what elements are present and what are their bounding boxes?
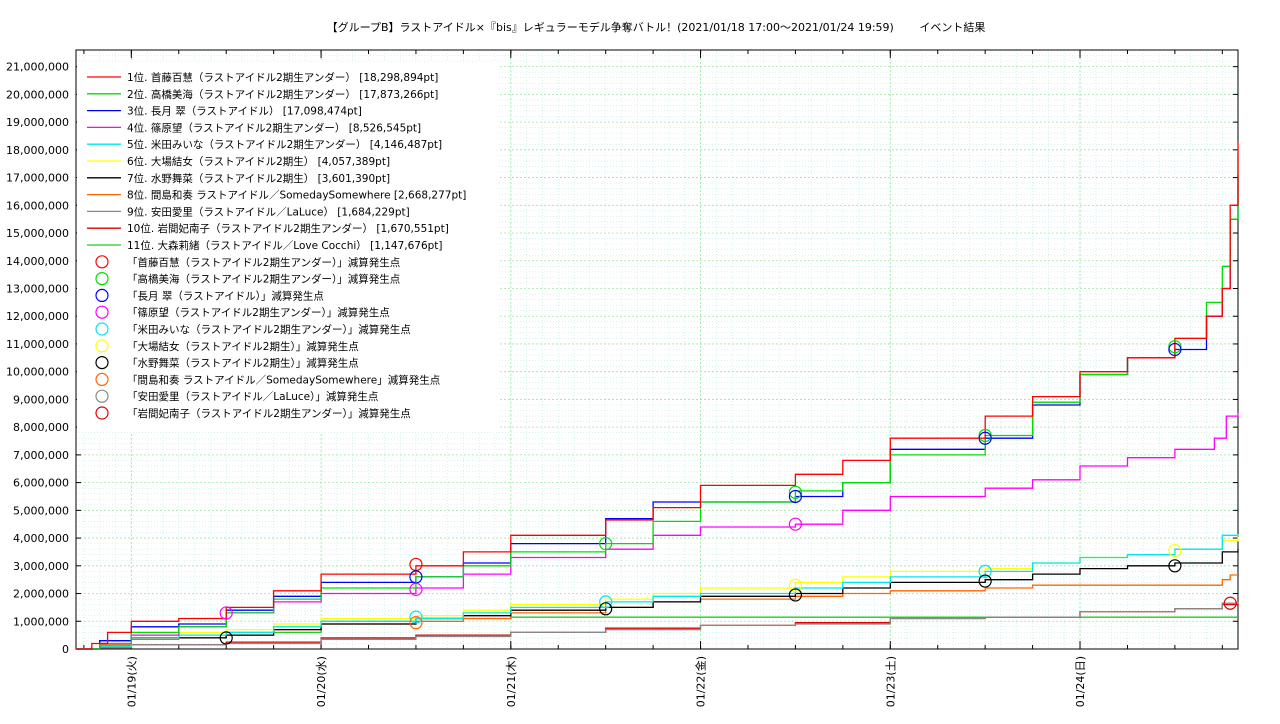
series-line-9 xyxy=(76,602,1239,650)
legend-marker-label-3: 「長月 翠（ラストアイドル）」減算発生点 xyxy=(127,289,324,302)
decrease-point-marker xyxy=(978,428,992,443)
legend-marker-2 xyxy=(95,272,109,286)
decrease-point-marker xyxy=(409,582,423,596)
axes: 0 1,000,000 2,000,000 3,000,000 4,000,000 5,0… xyxy=(6,49,1239,707)
y-tick-label: 2,000,000 xyxy=(13,588,69,601)
x-tick-label: 01/20(水) xyxy=(315,656,328,707)
y-tick-label: 18,000,000 xyxy=(6,144,69,157)
y-tick-label: 5,000,000 xyxy=(13,504,69,517)
y-tick-label: 11,000,000 xyxy=(6,338,69,351)
legend-label-4: 4位. 篠原望（ラストアイドル2期生アンダー） [8,526,545pt] xyxy=(127,121,421,134)
legend-box xyxy=(77,62,499,432)
y-tick-label: 7,000,000 xyxy=(13,449,69,462)
decrease-point-marker xyxy=(788,517,803,531)
x-tick-label: 01/19(火) xyxy=(125,656,138,707)
legend-label-2: 2位. 高橋美海（ラストアイドル2期生アンダー） [17,873,266pt] xyxy=(127,88,438,101)
legend-marker-label-10: 「岩間妃南子（ラストアイドル2期生アンダー）」減算発生点 xyxy=(127,407,411,420)
decrease-point-marker xyxy=(1223,596,1237,610)
legend-marker-label-2: 「高橋美海（ラストアイドル2期生アンダー）」減算発生点 xyxy=(127,273,400,286)
decrease-point-marker xyxy=(788,578,803,592)
series-line-11 xyxy=(76,616,1238,650)
decrease-point-marker xyxy=(788,588,803,602)
legend-label-8: 8位. 間島和奏 ラストアイドル／SomedaySomewhere [2,668… xyxy=(127,189,466,202)
y-tick-label: 12,000,000 xyxy=(6,310,69,323)
chart-title: 【グループB】ラストアイドル×『bis』レギュラーモデル争奪バトル！(2021/… xyxy=(327,20,986,34)
decrease-point-marker xyxy=(1168,543,1182,558)
legend-label-9: 9位. 安田愛里（ラストアイドル／LaLuce） [1,684,229pt] xyxy=(127,205,410,218)
decrease-point-marker xyxy=(1168,340,1182,354)
y-tick-label: 21,000,000 xyxy=(6,61,69,74)
y-tick-label: 19,000,000 xyxy=(6,116,69,129)
legend-marker-label-1: 「首藤百慧（ラストアイドル2期生アンダー）」減算発生点 xyxy=(127,256,400,269)
y-tick-label: 15,000,000 xyxy=(6,227,69,240)
legend-label-1: 1位. 首藤百慧（ラストアイドル2期生アンダー） [18,298,894pt] xyxy=(127,71,438,84)
y-tick-label: 8,000,000 xyxy=(13,421,69,434)
y-tick-label: 16,000,000 xyxy=(6,199,69,212)
legend-label-10: 10位. 岩間妃南子（ラストアイドル2期生アンダー） [1,670,551pt] xyxy=(127,222,449,235)
y-tick-label: 1,000,000 xyxy=(13,615,69,628)
legend-marker-label-5: 「米田みいな（ラストアイドル2期生アンダー）」減算発生点 xyxy=(127,323,411,336)
decrease-point-marker xyxy=(788,485,803,499)
y-tick-label: 14,000,000 xyxy=(6,255,69,268)
legend-label-3: 3位. 長月 翠（ラストアイドル） [17,098,474pt] xyxy=(127,105,362,118)
y-tick-label: 17,000,000 xyxy=(6,172,69,185)
legend-marker-label-9: 「安田愛里（ラストアイドル／LaLuce）」減算発生点 xyxy=(127,390,378,403)
decrease-point-marker xyxy=(599,537,613,551)
decrease-point-marker xyxy=(219,631,233,645)
decrease-point-marker xyxy=(409,610,423,624)
legend-marker-label-7: 「水野舞菜（ラストアイドル2期生）」減算発生点 xyxy=(127,357,359,370)
legend-marker-6 xyxy=(95,339,109,353)
series-line-5 xyxy=(76,534,1239,650)
legend-marker-1 xyxy=(95,255,109,269)
y-tick-label: 13,000,000 xyxy=(6,282,69,295)
y-tick-label: 10,000,000 xyxy=(6,366,69,379)
x-tick-label: 01/24(日) xyxy=(1074,656,1087,707)
legend-marker-8 xyxy=(95,372,109,386)
y-tick-label: 4,000,000 xyxy=(13,532,69,545)
decrease-point-marker xyxy=(978,574,992,588)
decrease-point-markers xyxy=(219,340,1237,645)
y-tick-label: 0 xyxy=(62,643,69,656)
decrease-point-marker xyxy=(219,606,233,620)
legend-marker-4 xyxy=(95,305,109,319)
legend-label-11: 11位. 大森莉緒（ラストアイドル／Love Cocchi） [1,147,67… xyxy=(127,239,443,252)
decrease-point-marker xyxy=(1168,559,1182,573)
legend-marker-5 xyxy=(95,322,109,336)
x-tick-label: 01/22(金) xyxy=(694,656,708,707)
y-tick-label: 3,000,000 xyxy=(13,560,69,573)
y-tick-label: 6,000,000 xyxy=(13,477,69,490)
y-tick-label: 9,000,000 xyxy=(13,393,69,406)
decrease-point-marker xyxy=(978,564,992,578)
series-lines xyxy=(76,141,1239,650)
decrease-point-marker xyxy=(788,489,803,504)
x-tick-label: 01/23(土) xyxy=(884,656,897,707)
legend-label-5: 5位. 米田みいな（ラストアイドル2期生アンダー） [4,146,487pt] xyxy=(127,138,442,151)
legend-marker-10 xyxy=(95,406,109,420)
legend: 1位. 首藤百慧（ラストアイドル2期生アンダー） [18,298,894pt] 2… xyxy=(77,62,499,432)
legend-marker-label-6: 「大場結女（ラストアイドル2期生）」減算発生点 xyxy=(127,340,359,353)
y-tick-label: 20,000,000 xyxy=(6,88,69,101)
decrease-point-marker xyxy=(978,431,992,445)
decrease-point-marker xyxy=(599,602,613,616)
decrease-point-marker xyxy=(599,595,613,609)
legend-marker-3 xyxy=(95,288,109,302)
decrease-point-marker xyxy=(409,616,423,630)
legend-label-7: 7位. 水野舞菜（ラストアイドル2期生） [3,601,390pt] xyxy=(127,172,390,185)
legend-marker-7 xyxy=(95,356,109,370)
legend-marker-label-8: 「間島和奏 ラストアイドル／SomedaySomewhere」減算発生点 xyxy=(127,373,440,386)
legend-label-6: 6位. 大場結女（ラストアイドル2期生） [4,057,389pt] xyxy=(127,155,390,168)
series-line-1 xyxy=(76,141,1239,650)
series-line-7 xyxy=(76,549,1239,650)
x-tick-label: 01/21(木) xyxy=(505,656,518,707)
plot-frame xyxy=(75,49,1239,650)
legend-marker-label-4: 「篠原望（ラストアイドル2期生アンダー）」減算発生点 xyxy=(127,306,390,319)
decrease-point-marker xyxy=(1168,342,1182,357)
legend-marker-9 xyxy=(95,389,109,403)
